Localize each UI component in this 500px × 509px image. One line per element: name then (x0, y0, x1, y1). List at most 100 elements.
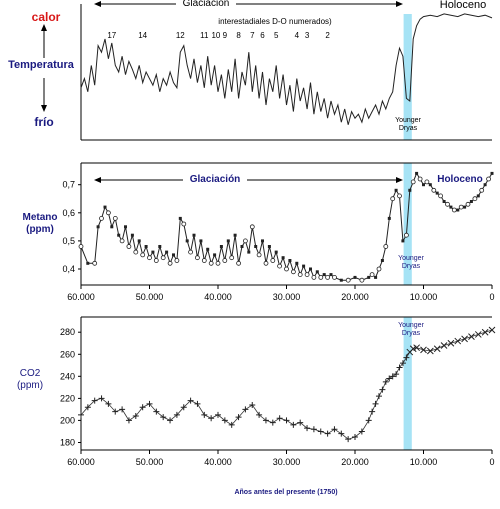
methane-point (151, 250, 155, 254)
methane-point (397, 193, 402, 199)
co2-y-ticks: 180 200 220 240 260 280 (60, 327, 81, 448)
calor-label: calor (32, 10, 61, 24)
methane-point (96, 225, 100, 229)
co2-point (91, 397, 98, 404)
glaciacion-arrow-top-right-head (396, 1, 403, 7)
co2-point (180, 404, 187, 411)
methane-point (99, 215, 104, 221)
methane-point (199, 239, 203, 243)
do-event-label: 11 (200, 31, 209, 40)
methane-axis-label-2: (ppm) (26, 224, 54, 235)
co2-point (167, 417, 174, 424)
methane-point (332, 274, 337, 280)
co2-point (358, 428, 365, 435)
methane-point (390, 196, 396, 202)
methane-point (92, 260, 98, 266)
x-tick-label: 50.000 (136, 457, 164, 467)
methane-points (78, 171, 494, 283)
methane-point (438, 193, 444, 199)
co2-y-tick-label: 180 (60, 438, 75, 448)
do-event-label: 4 (295, 31, 300, 40)
methane-axis-label-1: Metano (23, 212, 58, 223)
co2-point (365, 417, 372, 424)
methane-point (322, 273, 326, 277)
methane-point (158, 245, 162, 248)
methane-point (233, 233, 237, 237)
co2-point (228, 421, 235, 428)
methane-point (263, 260, 269, 266)
co2-point (98, 395, 105, 402)
do-event-label: 7 (250, 31, 255, 40)
methane-point (380, 259, 384, 262)
methane-point (408, 188, 412, 192)
methane-point (295, 261, 299, 265)
co2-point (338, 430, 345, 437)
temperature-series-line (80, 13, 493, 125)
co2-point (208, 415, 215, 422)
co2-point (84, 404, 91, 411)
methane-point (242, 238, 248, 244)
co2-panel: CO2 (ppm) 180 200 220 240 260 280 Younger Dry… (17, 322, 496, 467)
methane-point (213, 253, 217, 257)
methane-point (456, 208, 460, 212)
methane-point (472, 196, 478, 202)
co2-point (78, 411, 84, 418)
co2-point (474, 331, 482, 338)
methane-point (130, 233, 134, 237)
temperature-panel: calor Temperatura frío Glaciación Holoce… (8, 0, 493, 132)
do-event-label: 10 (211, 31, 220, 40)
methane-point (359, 277, 365, 283)
methane-point (483, 183, 487, 187)
methane-point (153, 258, 159, 263)
methane-point (206, 247, 210, 251)
methane-point (126, 244, 132, 249)
co2-point (396, 364, 403, 371)
x-tick-label: 20.000 (341, 292, 369, 302)
co2-point (413, 344, 421, 352)
methane-point (463, 205, 467, 209)
methane-point (167, 260, 173, 266)
co2-point (153, 408, 160, 415)
methane-point (422, 183, 425, 187)
co2-point (125, 417, 132, 424)
co2-point (119, 406, 126, 413)
x-tick-label: 0 (489, 457, 494, 467)
co2-point (372, 400, 379, 407)
co2-point (160, 414, 167, 421)
do-event-label: 12 (176, 31, 185, 40)
co2-point (403, 354, 410, 361)
co2-point (249, 402, 256, 408)
methane-point (226, 239, 230, 243)
glaciacion-mid-label-bg (183, 172, 247, 184)
methane-y-tick-label: 0,7 (62, 180, 75, 190)
frio-label: frío (34, 115, 53, 129)
co2-point (304, 425, 311, 432)
co2-point (256, 411, 263, 418)
methane-point (267, 245, 271, 248)
co2-point (393, 371, 400, 378)
methane-point (339, 278, 343, 282)
co2-point (262, 417, 269, 424)
co2-point (139, 404, 146, 411)
methane-point (240, 245, 244, 248)
co2-point (146, 400, 153, 407)
co2-points (78, 326, 496, 443)
co2-point (187, 397, 194, 404)
x-axis-co2: 60.000 50.000 40.000 30.000 20.000 10.000 0 (67, 450, 495, 467)
co2-point (468, 333, 475, 340)
methane-point (185, 239, 189, 243)
x-tick-label: 0 (489, 292, 494, 302)
do-annotation: interestadiales D-O numerados) (218, 17, 332, 26)
methane-panel: Metano (ppm) 0,4 0,5 0,6 0,7 Glaciación Hol… (23, 171, 495, 302)
x-tick-label: 30.000 (273, 292, 301, 302)
methane-point (222, 258, 228, 263)
methane-point (367, 275, 371, 279)
co2-point (447, 339, 455, 347)
x-tick-label: 40.000 (204, 292, 232, 302)
methane-point (490, 171, 494, 175)
methane-point (140, 252, 146, 258)
co2-axis-label-1: CO2 (20, 368, 41, 379)
methane-point (311, 274, 317, 280)
methane-y-tick-label: 0,4 (62, 264, 75, 274)
x-tick-label: 50.000 (136, 292, 164, 302)
